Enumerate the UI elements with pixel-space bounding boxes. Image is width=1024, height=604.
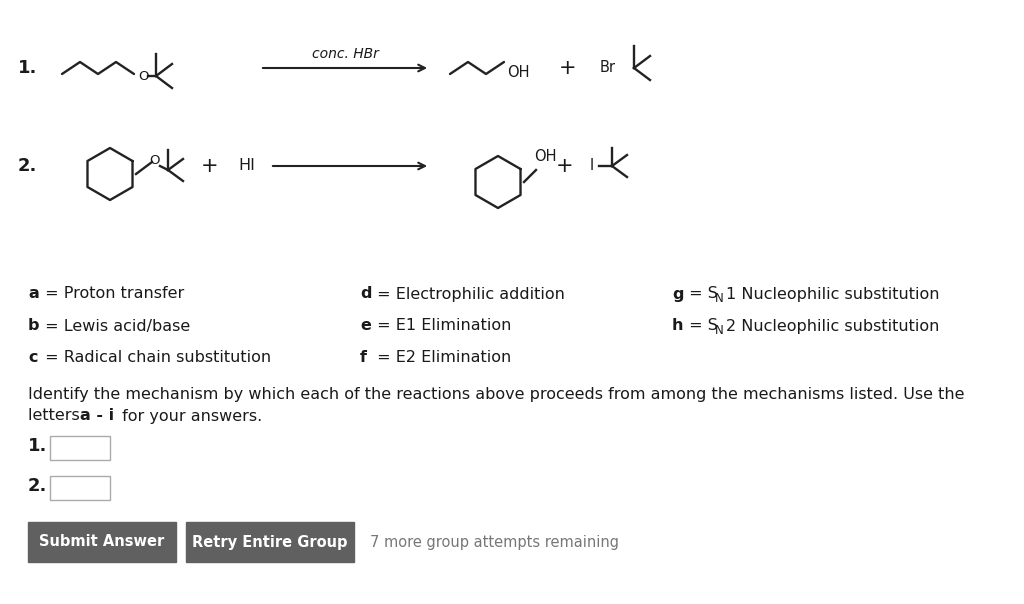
Text: a: a <box>28 286 39 301</box>
Text: +: + <box>556 156 573 176</box>
Text: = E2 Elimination: = E2 Elimination <box>372 350 511 365</box>
Text: N: N <box>715 292 724 306</box>
Bar <box>28 522 176 562</box>
Text: = S: = S <box>684 286 718 301</box>
Text: a - i: a - i <box>80 408 114 423</box>
Text: 2 Nucleophilic substitution: 2 Nucleophilic substitution <box>726 318 939 333</box>
Bar <box>186 522 354 562</box>
Text: d: d <box>360 286 372 301</box>
Text: O: O <box>138 69 148 83</box>
Text: 1.: 1. <box>28 437 47 455</box>
Text: = Lewis acid/base: = Lewis acid/base <box>40 318 190 333</box>
Text: 1.: 1. <box>18 59 37 77</box>
Text: 2.: 2. <box>28 477 47 495</box>
Text: f: f <box>360 350 367 365</box>
Text: OH: OH <box>507 65 529 80</box>
Text: conc. HBr: conc. HBr <box>311 47 379 61</box>
Text: Retry Entire Group: Retry Entire Group <box>193 535 348 550</box>
Text: = Proton transfer: = Proton transfer <box>40 286 184 301</box>
Text: Br: Br <box>600 60 616 76</box>
Bar <box>50 476 110 500</box>
Text: 2.: 2. <box>18 157 37 175</box>
Text: = Radical chain substitution: = Radical chain substitution <box>40 350 271 365</box>
Text: g: g <box>672 286 683 301</box>
Text: N: N <box>715 324 724 338</box>
Bar <box>50 436 110 460</box>
Text: 7 more group attempts remaining: 7 more group attempts remaining <box>370 535 618 550</box>
Text: c: c <box>28 350 38 365</box>
Text: Identify the mechanism by which each of the reactions above proceeds from among : Identify the mechanism by which each of … <box>28 387 965 402</box>
Text: = Electrophilic addition: = Electrophilic addition <box>372 286 565 301</box>
Text: O: O <box>148 153 160 167</box>
Text: b: b <box>28 318 40 333</box>
Text: e: e <box>360 318 371 333</box>
Text: h: h <box>672 318 683 333</box>
Text: HI: HI <box>238 158 255 173</box>
Text: I: I <box>590 158 594 173</box>
Text: +: + <box>201 156 219 176</box>
Text: OH: OH <box>534 149 556 164</box>
Text: Submit Answer: Submit Answer <box>39 535 165 550</box>
Text: +: + <box>559 58 577 78</box>
Text: = E1 Elimination: = E1 Elimination <box>372 318 511 333</box>
Text: letters: letters <box>28 408 85 423</box>
Text: for your answers.: for your answers. <box>117 408 262 423</box>
Text: 1 Nucleophilic substitution: 1 Nucleophilic substitution <box>726 286 939 301</box>
Text: = S: = S <box>684 318 718 333</box>
